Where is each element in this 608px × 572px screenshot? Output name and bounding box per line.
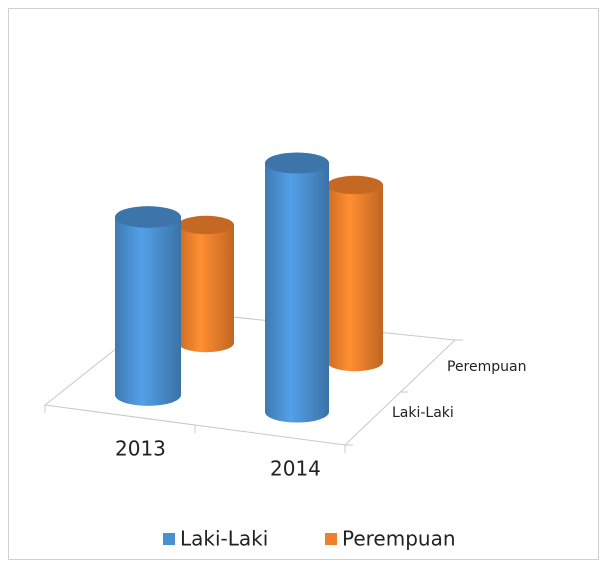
cylinder-body (327, 185, 383, 372)
cylinder-body (265, 163, 329, 423)
cylinder-top (178, 215, 234, 235)
cylinder-body (178, 225, 235, 353)
x-tick-label: 2014 (270, 457, 321, 481)
cylinder-top (115, 206, 181, 228)
cylinder-top (265, 152, 329, 174)
legend-label: Laki-Laki (180, 527, 268, 551)
cylinder-body (115, 217, 181, 406)
legend-swatch (163, 533, 175, 545)
cylinder-top (327, 175, 383, 195)
x-tick-label: 2013 (115, 437, 166, 461)
legend-label: Perempuan (342, 527, 456, 551)
depth-tick-label: Laki-Laki (392, 405, 454, 421)
depth-tick-label: Perempuan (447, 359, 526, 375)
legend-swatch (325, 533, 337, 545)
